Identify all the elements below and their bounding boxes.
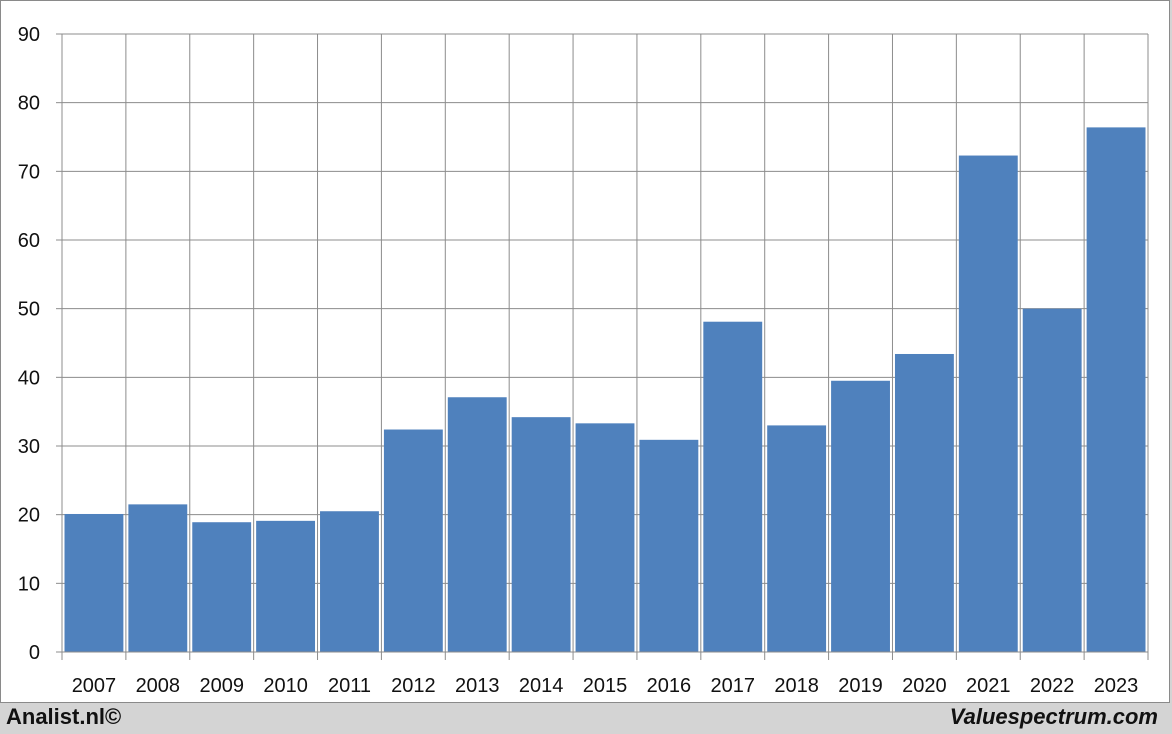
x-tick-label: 2018: [774, 675, 819, 697]
bar-2023: [1086, 127, 1146, 653]
x-tick-label: 2009: [199, 675, 244, 697]
x-tick-label: 2010: [263, 675, 308, 697]
x-tick-label: 2011: [328, 675, 371, 697]
y-tick-labels: 0 10 20 30 40 50 60 70 80 90: [18, 24, 40, 664]
footer-right-credit: Valuespectrum.com: [949, 704, 1158, 729]
footer: Analist.nl© Valuespectrum.com: [0, 703, 1172, 734]
x-tick-label: 2015: [583, 675, 628, 697]
bar-2022: [1022, 308, 1082, 652]
x-tick-label: 2020: [902, 675, 947, 697]
bar-2007: [64, 513, 124, 652]
y-tick-label: 0: [29, 642, 40, 664]
bar-2012: [383, 429, 443, 652]
bar-2014: [511, 417, 571, 652]
footer-left-credit: Analist.nl©: [6, 704, 122, 729]
x-tick-label: 2021: [966, 675, 1011, 697]
bar-2009: [192, 522, 252, 652]
x-tick-label: 2012: [391, 675, 436, 697]
bar-2008: [128, 504, 188, 652]
bar-2011: [320, 511, 379, 652]
bar-2013: [447, 397, 507, 652]
x-tick-label: 2008: [136, 675, 181, 697]
y-tick-label: 30: [18, 436, 40, 458]
y-tick-label: 70: [18, 161, 40, 183]
axes: [56, 33, 1149, 660]
x-tick-labels: 2007 2008 2009 2010 2011 2012 2013 2014 2015 2016…: [72, 675, 1139, 697]
bar-chart: 0 10 20 30 40 50 60 70 80 90 2007 2008 2009 2010 2011…: [18, 24, 1149, 697]
x-tick-label: 2023: [1094, 675, 1139, 697]
y-tick-label: 10: [18, 573, 40, 595]
x-tick-label: 2016: [647, 675, 692, 697]
bar-2018: [767, 425, 827, 652]
bar-2010: [256, 520, 316, 652]
x-tick-label: 2022: [1030, 675, 1075, 697]
y-tick-label: 20: [18, 505, 40, 527]
y-tick-label: 50: [18, 299, 40, 321]
x-tick-label: 2014: [519, 675, 564, 697]
y-tick-label: 40: [18, 367, 40, 389]
bar-2021: [958, 155, 1018, 653]
bar-2019: [831, 380, 890, 652]
x-tick-label: 2013: [455, 675, 500, 697]
y-tick-label: 60: [18, 230, 40, 252]
bar-2016: [639, 439, 699, 652]
x-tick-label: 2019: [838, 675, 883, 697]
bar-2020: [894, 353, 954, 652]
y-tick-label: 80: [18, 93, 40, 115]
x-tick-label: 2007: [72, 675, 117, 697]
bar-2015: [575, 423, 635, 652]
bar-series: [64, 127, 1146, 653]
x-tick-label: 2017: [711, 675, 756, 697]
bar-2017: [703, 321, 763, 652]
y-tick-label: 90: [18, 24, 40, 46]
